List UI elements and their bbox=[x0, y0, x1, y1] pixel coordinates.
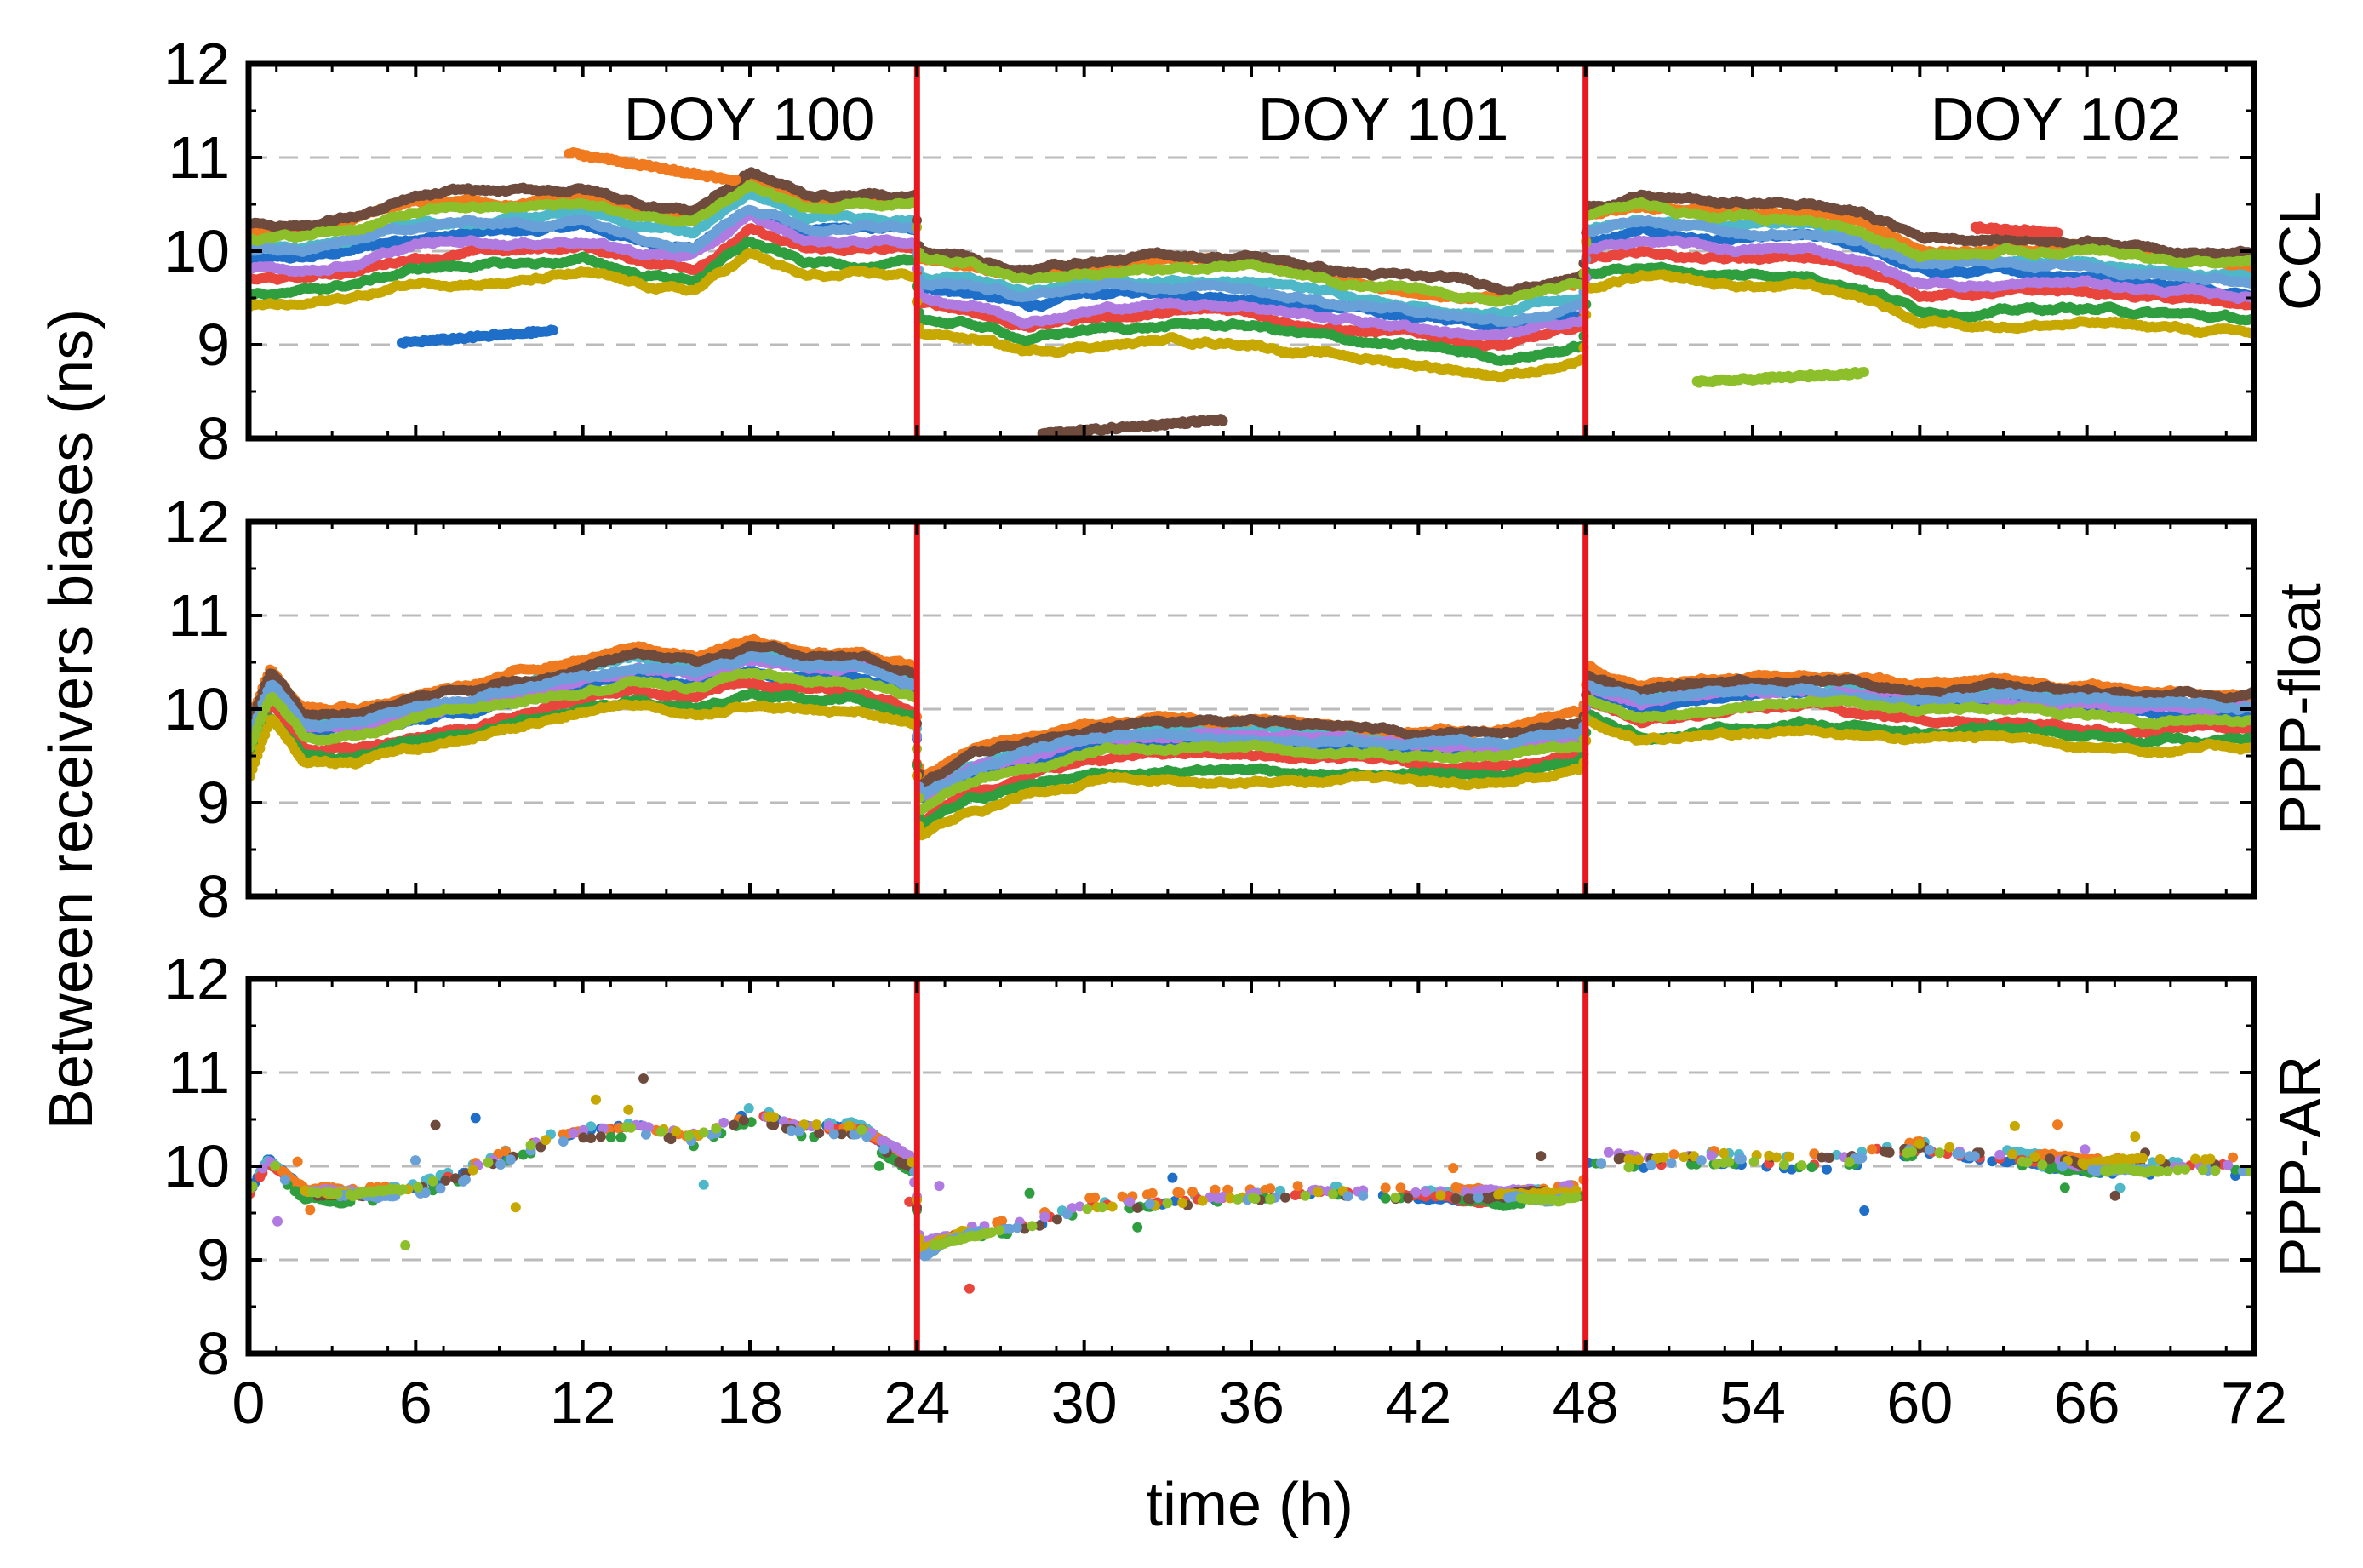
data-points bbox=[249, 147, 2254, 438]
